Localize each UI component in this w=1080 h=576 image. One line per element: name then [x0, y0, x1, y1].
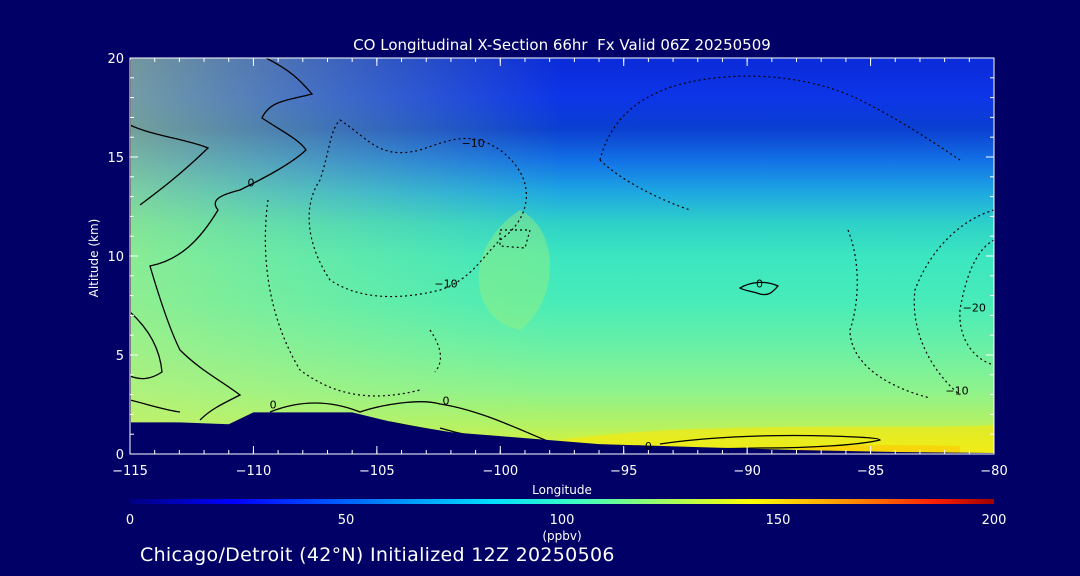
colorbar-tick-label: 0 — [126, 513, 134, 528]
contour-label: 0 — [645, 440, 652, 453]
terrain-mask — [130, 412, 994, 454]
contour-label: 0 — [270, 398, 277, 411]
y-axis-label: Altitude (km) — [87, 219, 101, 298]
colorbar-tick-label: 50 — [338, 513, 355, 528]
contour-label: −10 — [462, 137, 485, 150]
x-tick-label: −105 — [359, 464, 395, 479]
colorbar — [130, 499, 994, 504]
x-tick-label: −95 — [610, 464, 637, 479]
y-tick-label: 10 — [107, 250, 124, 265]
x-tick-label: −110 — [236, 464, 272, 479]
x-tick-label: −90 — [733, 464, 760, 479]
y-tick-label: 5 — [116, 349, 124, 364]
colorbar-tick-label: 200 — [982, 513, 1007, 528]
y-tick-label: 20 — [107, 52, 124, 67]
contour-label-group: 0 −10 −10 0 −20 −10 0 0 0 — [247, 137, 985, 453]
footer-caption: Chicago/Detroit (42°N) Initialized 12Z 2… — [140, 544, 615, 566]
colorbar-ticks: 0 50 100 150 200 — [126, 513, 1007, 528]
contour-label: −10 — [434, 278, 457, 291]
x-axis-label: Longitude — [532, 483, 592, 497]
x-axis: −115 −110 −105 −100 −95 −90 −85 −80 — [112, 58, 1008, 479]
colorbar-tick-label: 100 — [550, 513, 575, 528]
x-tick-label: −80 — [980, 464, 1007, 479]
colorbar-tick-label: 150 — [766, 513, 791, 528]
chart-title: CO Longitudinal X-Section 66hr Fx Valid … — [353, 36, 771, 54]
dotted-contour-lines — [264, 75, 994, 399]
y-tick-label: 0 — [116, 448, 124, 463]
x-tick-label: −100 — [482, 464, 518, 479]
concentration-field — [130, 58, 994, 454]
x-tick-label: −85 — [857, 464, 884, 479]
contour-label: 0 — [247, 177, 254, 190]
y-tick-label: 15 — [107, 151, 124, 166]
contour-label: −20 — [963, 301, 986, 314]
contour-label: 0 — [756, 278, 763, 291]
contour-label: −10 — [945, 385, 968, 398]
colorbar-unit-label: (ppbv) — [542, 529, 581, 543]
y-axis: 0 5 10 15 20 — [107, 52, 994, 463]
x-tick-label: −115 — [112, 464, 148, 479]
contour-label: 0 — [442, 395, 449, 408]
